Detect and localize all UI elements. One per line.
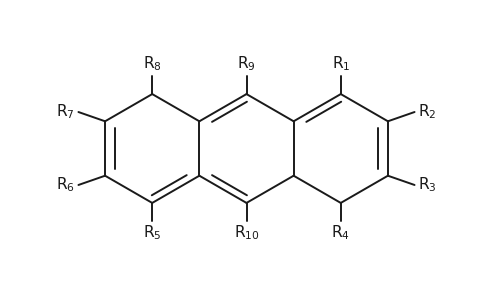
Text: R$_{10}$: R$_{10}$ bbox=[234, 224, 259, 242]
Text: R$_9$: R$_9$ bbox=[237, 55, 256, 73]
Text: R$_3$: R$_3$ bbox=[419, 176, 437, 194]
Text: R$_1$: R$_1$ bbox=[331, 55, 350, 73]
Text: R$_4$: R$_4$ bbox=[331, 224, 350, 242]
Text: R$_6$: R$_6$ bbox=[56, 176, 74, 194]
Text: R$_7$: R$_7$ bbox=[56, 103, 74, 121]
Text: R$_2$: R$_2$ bbox=[419, 103, 437, 121]
Text: R$_5$: R$_5$ bbox=[143, 224, 162, 242]
Text: R$_8$: R$_8$ bbox=[143, 55, 162, 73]
